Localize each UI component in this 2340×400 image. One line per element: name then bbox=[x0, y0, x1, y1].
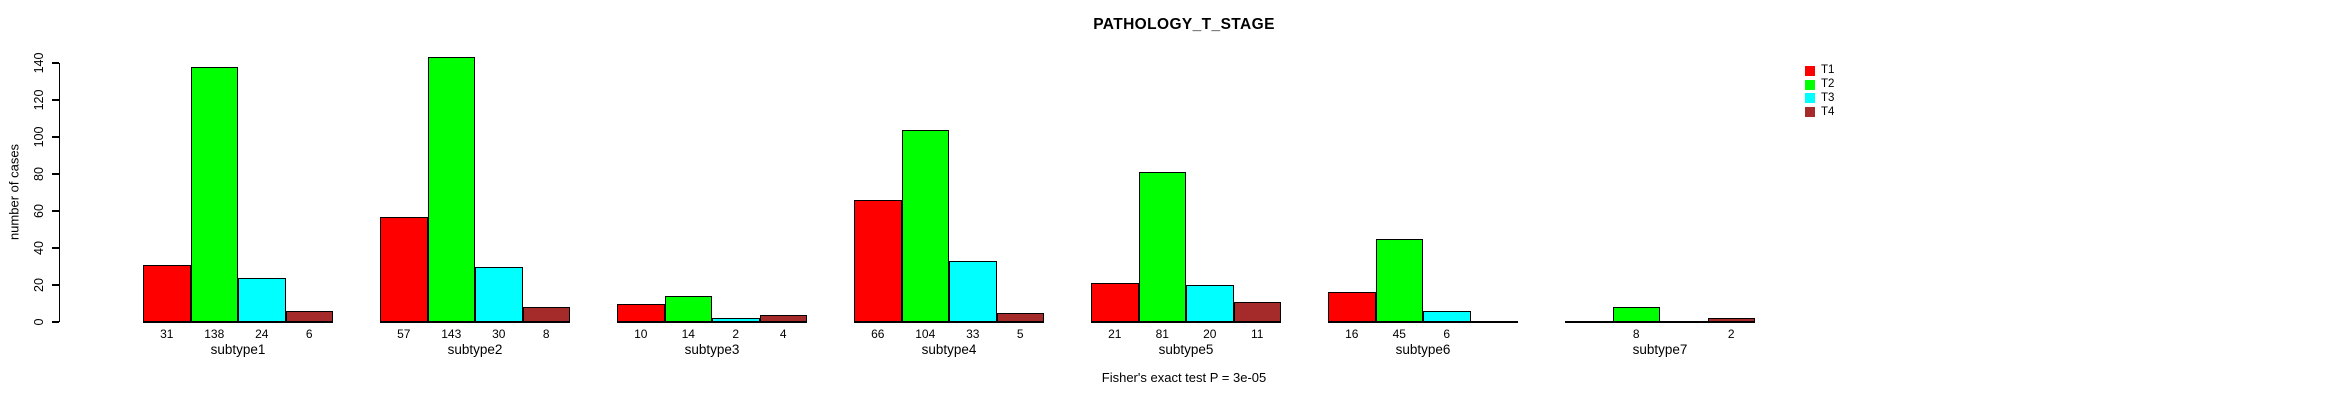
y-tick bbox=[51, 62, 59, 64]
category-label: subtype6 bbox=[1395, 342, 1451, 357]
bar-subtype1-T2 bbox=[190, 66, 238, 322]
y-tick bbox=[51, 247, 59, 249]
zero-line bbox=[854, 321, 1044, 323]
y-tick-label: 80 bbox=[32, 167, 46, 181]
bar-value-label: 14 bbox=[681, 327, 695, 341]
bar-value-label: 45 bbox=[1392, 327, 1406, 341]
bar-subtype4-T3 bbox=[949, 260, 997, 322]
legend-item-t4: T4 bbox=[1805, 105, 1834, 119]
category-label: subtype3 bbox=[684, 342, 740, 357]
bar-value-label: 24 bbox=[255, 327, 269, 341]
y-axis-title: number of cases bbox=[6, 143, 22, 241]
bar-subtype3-T3 bbox=[712, 318, 760, 322]
bar-value-label: 8 bbox=[542, 327, 550, 341]
bar-value-label: 33 bbox=[966, 327, 980, 341]
bar-value-label: 16 bbox=[1345, 327, 1359, 341]
legend-item-t1: T1 bbox=[1805, 64, 1834, 78]
bar-value-label: 4 bbox=[779, 327, 787, 341]
bar-value-label: 143 bbox=[441, 327, 462, 341]
zero-line bbox=[617, 321, 807, 323]
bar-value-label: 2 bbox=[732, 327, 740, 341]
chart-title: PATHOLOGY_T_STAGE bbox=[1093, 16, 1275, 33]
bar-value-label: 66 bbox=[871, 327, 885, 341]
bar-value-label: 5 bbox=[1016, 327, 1024, 341]
bar-value-label: 21 bbox=[1108, 327, 1122, 341]
bar-subtype1-T3 bbox=[238, 277, 286, 322]
bar-subtype3-T1 bbox=[617, 303, 665, 322]
y-tick bbox=[51, 210, 59, 212]
bar-value-label: 30 bbox=[492, 327, 506, 341]
legend-swatch-t3 bbox=[1805, 93, 1815, 104]
y-tick bbox=[51, 99, 59, 101]
bar-subtype5-T2 bbox=[1138, 172, 1186, 322]
y-tick-label: 60 bbox=[32, 204, 46, 218]
category-label: subtype1 bbox=[210, 342, 266, 357]
legend-item-label: T2 bbox=[1821, 77, 1835, 90]
legend-item-t2: T2 bbox=[1805, 78, 1834, 92]
legend: T1 T2 T3 T4 bbox=[1805, 64, 1834, 119]
category-label: subtype4 bbox=[921, 342, 977, 357]
bar-subtype1-T4 bbox=[285, 310, 333, 322]
y-tick-label: 100 bbox=[32, 126, 46, 148]
bar-subtype4-T2 bbox=[901, 129, 949, 322]
y-tick-label: 140 bbox=[32, 52, 46, 74]
bar-subtype2-T3 bbox=[475, 266, 523, 322]
legend-item-label: T1 bbox=[1821, 64, 1835, 77]
legend-item-label: T4 bbox=[1821, 105, 1835, 118]
y-tick-label: 120 bbox=[32, 89, 46, 111]
category-label: subtype7 bbox=[1632, 342, 1688, 357]
bar-subtype3-T2 bbox=[664, 296, 712, 322]
bar-subtype6-T2 bbox=[1375, 238, 1423, 322]
bar-subtype3-T4 bbox=[759, 314, 807, 322]
bar-value-label: 31 bbox=[160, 327, 174, 341]
bar-value-label: 104 bbox=[915, 327, 936, 341]
bar-subtype5-T1 bbox=[1091, 283, 1139, 322]
y-axis-line bbox=[58, 63, 60, 322]
bar-subtype6-T3 bbox=[1423, 310, 1471, 322]
bar-value-label: 6 bbox=[1443, 327, 1451, 341]
zero-line bbox=[1328, 321, 1518, 323]
category-label: subtype5 bbox=[1158, 342, 1214, 357]
category-label: subtype2 bbox=[447, 342, 503, 357]
fisher-test-annotation: Fisher's exact test P = 3e-05 bbox=[1101, 370, 1267, 385]
bar-value-label: 81 bbox=[1155, 327, 1169, 341]
legend-swatch-t1 bbox=[1805, 65, 1815, 76]
bar-value-label: 57 bbox=[397, 327, 411, 341]
y-tick-label: 20 bbox=[32, 278, 46, 292]
y-tick bbox=[51, 136, 59, 138]
zero-line bbox=[1565, 321, 1755, 323]
bar-subtype2-T4 bbox=[522, 307, 570, 322]
bar-subtype1-T1 bbox=[143, 264, 191, 322]
legend-swatch-t2 bbox=[1805, 79, 1815, 90]
zero-line bbox=[143, 321, 333, 323]
y-tick-label: 40 bbox=[32, 241, 46, 255]
y-tick-label: 0 bbox=[32, 318, 46, 326]
bar-subtype2-T2 bbox=[427, 57, 475, 322]
legend-item-label: T3 bbox=[1821, 91, 1835, 104]
bar-subtype6-T1 bbox=[1328, 292, 1376, 322]
bar-subtype2-T1 bbox=[380, 216, 428, 322]
bar-value-label: 11 bbox=[1251, 327, 1264, 341]
bar-subtype5-T3 bbox=[1186, 285, 1234, 322]
bar-value-label: 138 bbox=[204, 327, 225, 341]
bar-subtype7-T4 bbox=[1707, 318, 1755, 322]
bar-subtype4-T1 bbox=[854, 199, 902, 322]
legend-item-t3: T3 bbox=[1805, 92, 1834, 106]
y-tick bbox=[51, 321, 59, 323]
bar-subtype5-T4 bbox=[1233, 301, 1281, 322]
bar-value-label: 2 bbox=[1727, 327, 1735, 341]
bar-value-label: 10 bbox=[634, 327, 648, 341]
bar-subtype7-T2 bbox=[1612, 307, 1660, 322]
bar-value-label: 20 bbox=[1203, 327, 1217, 341]
y-tick bbox=[51, 173, 59, 175]
bar-value-label: 6 bbox=[305, 327, 313, 341]
bar-subtype4-T4 bbox=[996, 312, 1044, 322]
bar-value-label: 8 bbox=[1632, 327, 1640, 341]
y-tick bbox=[51, 284, 59, 286]
legend-swatch-t4 bbox=[1805, 107, 1815, 118]
